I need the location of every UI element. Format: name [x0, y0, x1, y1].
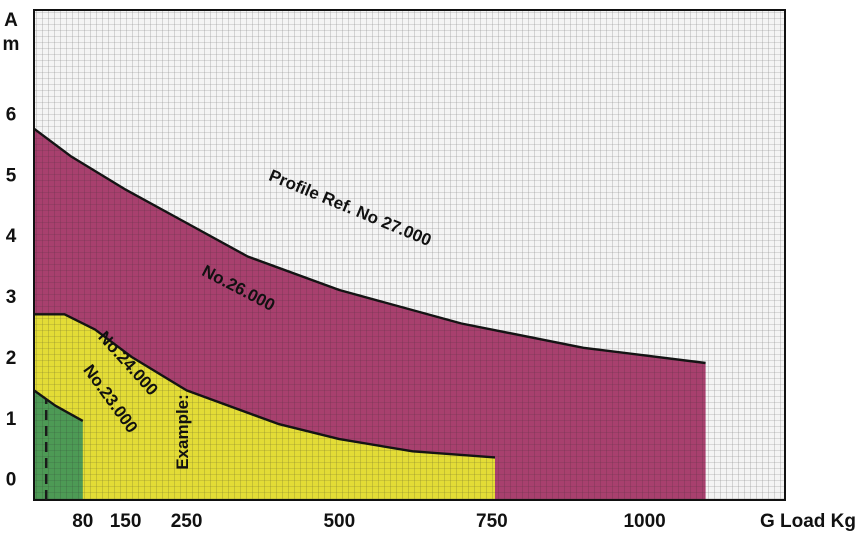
x-tick-label: 150 — [110, 511, 142, 532]
profile-outlines — [33, 127, 706, 459]
y-tick-label: 3 — [6, 287, 17, 308]
x-tick-label: 80 — [72, 511, 93, 532]
y-tick-label: 5 — [6, 165, 17, 186]
x-tick-label: 500 — [323, 511, 355, 532]
annotation-label: Example: — [173, 394, 192, 470]
x-tick-label: 250 — [171, 511, 203, 532]
x-tick-label: 1000 — [623, 511, 665, 532]
outline-no-24-000 — [34, 313, 496, 459]
plot-border — [33, 9, 786, 501]
y-axis-label-part: A — [4, 10, 18, 31]
outline-no-23-000 — [33, 389, 84, 422]
grid-overlay — [34, 10, 785, 500]
y-tick-label: 1 — [6, 409, 17, 430]
x-axis-label: G Load Kg — [760, 511, 856, 532]
x-axis-labels: 80 150 250 500 750 1000 G Load Kg — [72, 511, 856, 532]
plot-frame — [33, 9, 786, 501]
y-tick-label: 2 — [6, 348, 17, 369]
y-tick-label: 0 — [6, 470, 17, 491]
y-axis-label-part: m — [3, 34, 20, 55]
outline-no-26-000 — [33, 127, 706, 365]
y-tick-label: 6 — [6, 105, 17, 126]
y-axis-labels: Am 0 1 2 3 4 5 6 — [3, 10, 20, 491]
y-tick-label: 4 — [6, 226, 17, 247]
x-tick-label: 750 — [476, 511, 508, 532]
